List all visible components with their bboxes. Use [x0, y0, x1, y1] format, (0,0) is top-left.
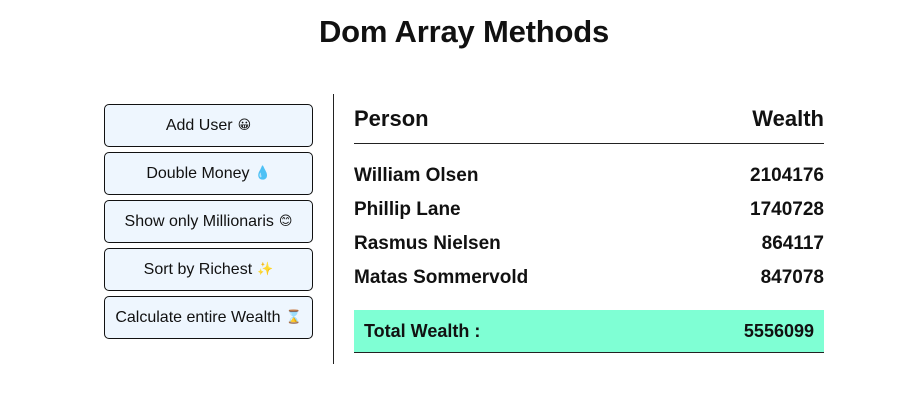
person-name: Phillip Lane — [354, 199, 461, 220]
wealth-column-header: Wealth — [752, 106, 824, 131]
page-title: Dom Array Methods — [319, 14, 609, 49]
vertical-divider — [333, 94, 334, 364]
person-name: Matas Sommervold — [354, 267, 529, 288]
person-name: Rasmus Nielsen — [354, 233, 501, 254]
table-row: William Olsen 2104176 — [354, 163, 824, 197]
person-wealth: 864117 — [761, 233, 824, 254]
person-name: William Olsen — [354, 165, 479, 186]
wealth-table: Person Wealth William Olsen 2104176 Phil… — [354, 104, 824, 299]
grinning-face-icon: 😀 — [237, 118, 252, 133]
total-wealth-label: Total Wealth : — [364, 320, 481, 341]
double-money-button[interactable]: Double Money 💧 — [104, 152, 313, 195]
hourglass-icon: ⌛ — [285, 310, 302, 325]
sort-by-richest-button[interactable]: Sort by Richest ✨ — [104, 248, 313, 291]
sparkles-icon: ✨ — [257, 262, 274, 277]
total-wealth-bar: Total Wealth : 5556099 — [354, 310, 824, 353]
person-column-header: Person — [354, 106, 429, 131]
double-money-label: Double Money — [146, 164, 250, 182]
table-row: Rasmus Nielsen 864117 — [354, 231, 824, 265]
calculate-wealth-button[interactable]: Calculate entire Wealth ⌛ — [104, 296, 313, 339]
add-user-button[interactable]: Add User 😀 — [104, 104, 313, 147]
person-wealth: 1740728 — [750, 199, 824, 220]
show-millionaires-button[interactable]: Show only Millionaris 😊 — [104, 200, 313, 243]
droplet-icon: 💧 — [254, 166, 271, 181]
person-wealth: 2104176 — [750, 165, 824, 186]
actions-sidebar: Add User 😀 Double Money 💧 Show only Mill… — [104, 104, 313, 344]
calculate-wealth-label: Calculate entire Wealth — [115, 308, 281, 326]
table-body: William Olsen 2104176 Phillip Lane 17407… — [354, 163, 824, 299]
add-user-label: Add User — [165, 116, 233, 134]
table-header: Person Wealth — [354, 104, 824, 144]
show-millionaires-label: Show only Millionaris — [124, 212, 274, 230]
table-row: Phillip Lane 1740728 — [354, 197, 824, 231]
total-wealth-value: 5556099 — [743, 320, 814, 341]
person-wealth: 847078 — [760, 267, 824, 288]
sort-by-richest-label: Sort by Richest — [143, 260, 253, 278]
smiling-face-icon: 😊 — [278, 214, 293, 229]
table-row: Matas Sommervold 847078 — [354, 265, 824, 299]
